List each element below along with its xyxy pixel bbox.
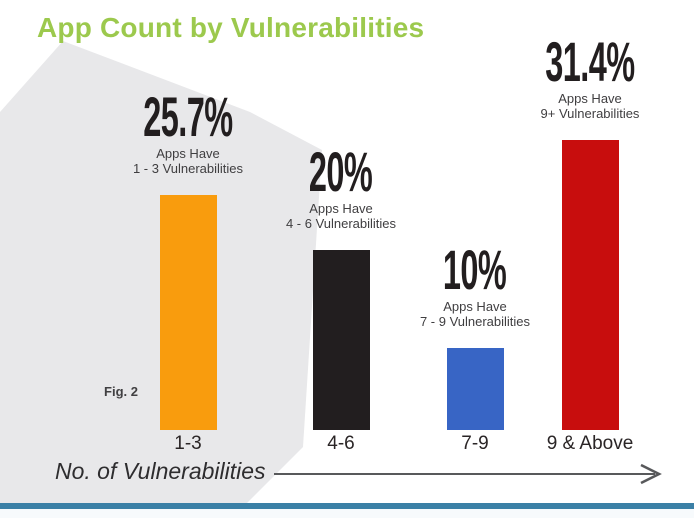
- bar-group-1-3: 25.7% Apps Have 1 - 3 Vulnerabilities: [98, 85, 278, 430]
- bottom-strip: [0, 509, 694, 518]
- bar-group-4-6: 20% Apps Have 4 - 6 Vulnerabilities: [251, 140, 431, 430]
- bar-description-7-9: Apps Have 7 - 9 Vulnerabilities: [419, 299, 531, 329]
- bar-description-9-above: Apps Have 9+ Vulnerabilities: [540, 91, 640, 121]
- category-label-9-above: 9 & Above: [546, 433, 634, 454]
- bar-7-9: [446, 348, 504, 430]
- bar-description-1-3: Apps Have 1 - 3 Vulnerabilities: [132, 146, 244, 176]
- value-label-9-above: 31.4%: [545, 30, 635, 94]
- bar-1-3: [159, 195, 217, 430]
- value-label-4-6: 20%: [309, 140, 373, 204]
- x-axis-title: No. of Vulnerabilities: [55, 458, 266, 484]
- page-title: App Count by Vulnerabilities: [37, 12, 425, 43]
- figure-label: Fig. 2: [104, 384, 138, 399]
- bottom-border-band: [0, 503, 694, 509]
- bar-group-7-9: 10% Apps Have 7 - 9 Vulnerabilities: [385, 238, 565, 430]
- category-label-4-6: 4-6: [327, 433, 355, 454]
- value-label-1-3: 25.7%: [143, 85, 233, 149]
- category-label-1-3: 1-3: [174, 433, 202, 454]
- value-label-7-9: 10%: [443, 238, 507, 302]
- bar-4-6: [312, 250, 370, 430]
- right-arrow-icon: [274, 463, 662, 485]
- x-axis-categories: 1-3 4-6 7-9 9 & Above: [0, 433, 694, 459]
- category-label-7-9: 7-9: [461, 433, 489, 454]
- bar-9-above: [561, 140, 619, 430]
- bar-description-4-6: Apps Have 4 - 6 Vulnerabilities: [285, 201, 397, 231]
- bar-group-9-above: 31.4% Apps Have 9+ Vulnerabilities: [500, 30, 680, 430]
